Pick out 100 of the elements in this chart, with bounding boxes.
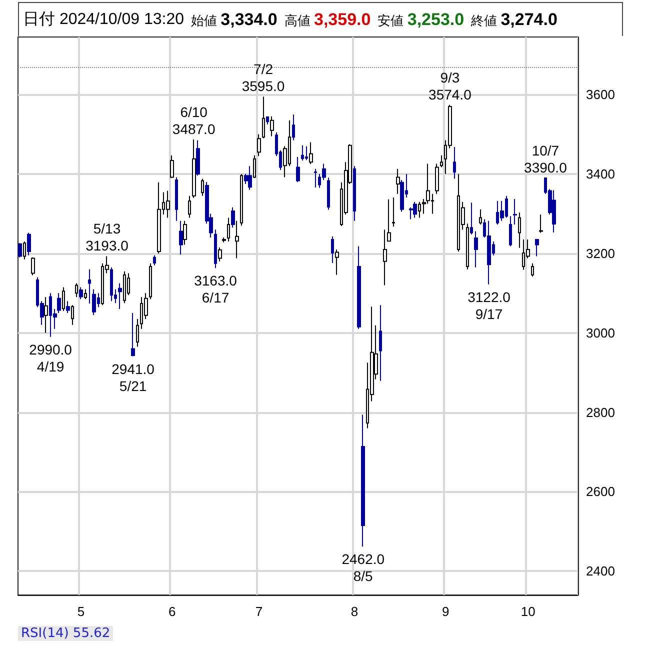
candlestick: [196, 140, 200, 176]
candlestick: [227, 217, 230, 242]
candlestick: [149, 262, 152, 300]
y-tick-label: 2600: [586, 484, 615, 500]
candlestick: [487, 220, 491, 285]
candlestick: [509, 216, 512, 247]
candlestick: [470, 202, 473, 235]
candlestick: [170, 154, 174, 178]
candlestick: [214, 229, 217, 269]
candlestick: [79, 286, 83, 300]
candlestick: [539, 214, 543, 234]
y-tick-label: 3600: [586, 87, 615, 102]
candlestick: [131, 312, 135, 357]
candlestick: [270, 116, 274, 137]
candlestick: [392, 196, 395, 227]
candlestick: [387, 198, 391, 242]
annotation: 7/2 3595.0: [242, 61, 285, 94]
candlestick: [62, 286, 65, 312]
candlestick: [253, 154, 256, 178]
candlestick: [110, 266, 113, 302]
candlestick: [292, 114, 295, 141]
text: RSI(14) 55.62: [18, 626, 114, 641]
candlestick: [57, 292, 61, 314]
candlestick: [474, 230, 478, 268]
candlestick: [84, 288, 87, 300]
y-tick-label: 3000: [586, 325, 615, 340]
candlestick: [435, 163, 439, 194]
candlestick: [262, 96, 265, 139]
candlestick: [440, 154, 443, 168]
candlestick: [31, 256, 35, 276]
candlestick: [353, 166, 356, 222]
annotation: 6/10 3487.0: [172, 104, 216, 137]
candlestick: [513, 198, 517, 225]
annotation: 10/7 3390.0: [524, 142, 568, 176]
candlestick: [305, 146, 308, 161]
candlestick: [335, 248, 339, 276]
candlestick: [379, 304, 382, 382]
text: 日付 2024/10/09 13:20: [23, 10, 184, 30]
y-tick-label: 3200: [586, 246, 615, 261]
candlestick: [88, 268, 91, 304]
candlestick: [153, 254, 156, 266]
x-tick-label: 6: [168, 604, 176, 619]
candlestick: [466, 223, 469, 270]
candlestick: [222, 237, 226, 243]
candlestick: [175, 176, 178, 222]
candlestick: [188, 195, 191, 218]
candlestick: [218, 246, 222, 262]
candlestick: [331, 236, 334, 264]
text: 安値 3,253.0: [378, 10, 464, 28]
candlestick: [44, 296, 48, 334]
candlestick: [166, 190, 170, 218]
y-tick-label: 2800: [586, 404, 615, 420]
x-tick-label: 7: [255, 604, 263, 619]
annotation: 2990.0 4/19: [29, 341, 72, 374]
candlestick: [192, 138, 196, 198]
candlestick: [266, 116, 269, 125]
annotation: 9/3 3574.0: [428, 69, 472, 102]
candlestick: [66, 300, 70, 314]
x-tick-label: 8: [350, 604, 358, 619]
candlestick: [531, 262, 534, 277]
x-tick-label: 9: [442, 604, 450, 619]
candlestick: [235, 220, 239, 259]
candlestick: [18, 242, 22, 258]
x-tick-label: 10: [520, 604, 536, 619]
candlestick: [27, 232, 31, 256]
candlestick: [118, 282, 122, 310]
text: 始値 3,334.0: [191, 10, 278, 28]
candlestick: [183, 220, 187, 246]
candlestick: [123, 270, 126, 304]
candlestick: [136, 318, 139, 348]
y-tick-label: 3400: [586, 166, 615, 182]
candlestick: [552, 190, 556, 233]
candlestick: [201, 178, 204, 196]
candlestick: [309, 142, 313, 165]
candlestick: [518, 212, 521, 248]
candlestick: [248, 166, 252, 190]
text: 終値 3,274.0: [471, 10, 558, 28]
candlestick: [296, 156, 300, 182]
candlestick: [301, 144, 304, 162]
candlestick: [157, 182, 161, 254]
candlestick: [231, 206, 235, 228]
candlestick: [257, 134, 261, 157]
annotation: 2941.0 5/21: [112, 360, 155, 394]
candlestick: [535, 239, 539, 257]
text: 高値 3,359.0: [284, 10, 371, 28]
candlestick: [240, 174, 243, 226]
candlestick: [314, 168, 317, 188]
candlestick: [75, 282, 78, 298]
candlestick: [23, 241, 26, 260]
candlestick: [383, 229, 387, 286]
annotation: 2462.0 8/5: [342, 551, 385, 584]
annotation: 3122.0 9/17: [468, 288, 511, 322]
y-tick-label: 2400: [586, 564, 615, 579]
candlestick: [92, 288, 96, 316]
candlestick: [71, 304, 74, 326]
candlestick: [179, 220, 183, 256]
x-tick-label: 5: [77, 604, 85, 619]
candlestick: [327, 177, 330, 210]
candlestick: [453, 146, 456, 180]
annotation: 5/13 3193.0: [86, 220, 129, 254]
